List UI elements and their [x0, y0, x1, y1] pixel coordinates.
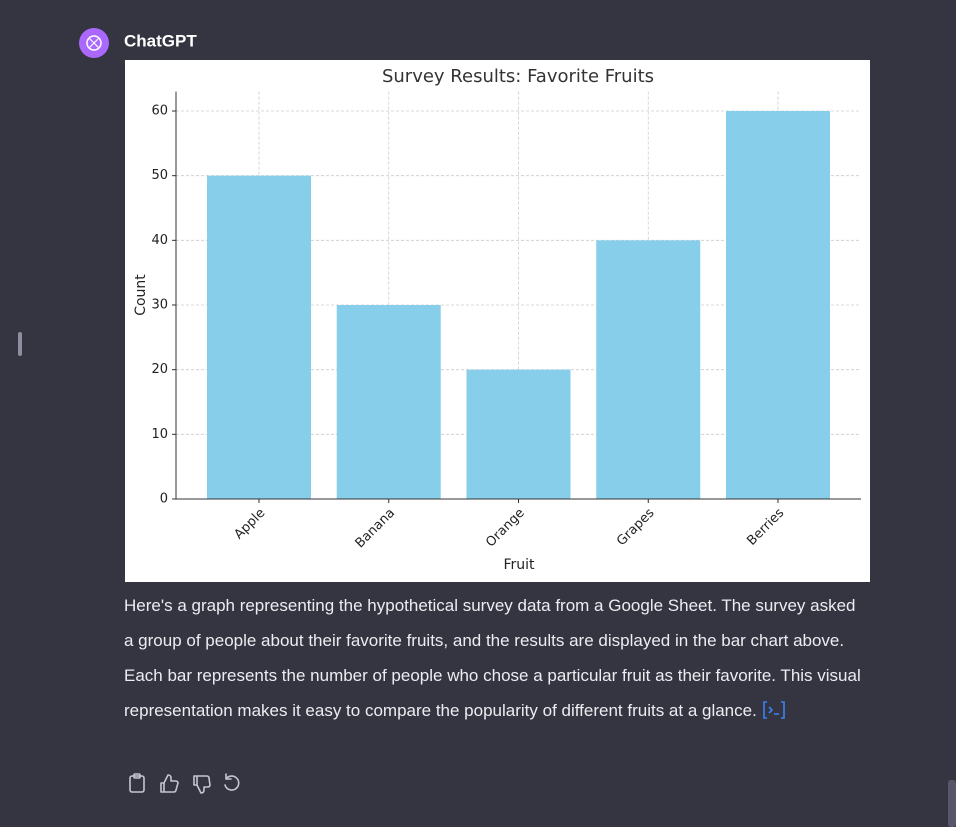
sender-name: ChatGPT — [124, 31, 197, 50]
avatar-logo — [86, 35, 102, 51]
bar — [596, 240, 701, 500]
sidebar-handle[interactable] — [18, 332, 22, 356]
regenerate-button[interactable] — [224, 773, 240, 791]
action-icons — [129, 773, 240, 794]
scrollbar[interactable] — [948, 780, 956, 827]
y-tick-label: 60 — [151, 104, 168, 119]
y-tick-label: 0 — [160, 492, 168, 507]
bar — [726, 111, 830, 499]
thumbs-up-button[interactable] — [160, 774, 179, 793]
y-axis-label: Count — [133, 274, 149, 316]
copy-button[interactable] — [129, 773, 145, 793]
code-interpreter-link[interactable] — [762, 700, 786, 720]
message-body: Here's a graph representing the hypothet… — [124, 596, 861, 720]
thumbs-down-button[interactable] — [193, 775, 211, 794]
x-axis-label: Fruit — [503, 557, 535, 573]
y-tick-label: 10 — [151, 427, 168, 442]
y-tick-label: 30 — [151, 298, 168, 313]
bar — [207, 175, 311, 499]
y-tick-label: 40 — [151, 233, 168, 248]
message-text: Here's a graph representing the hypothet… — [124, 588, 869, 728]
bar — [336, 305, 441, 499]
y-tick-label: 20 — [151, 362, 168, 377]
bar — [466, 369, 571, 499]
y-tick-label: 50 — [151, 168, 168, 183]
chart-title: Survey Results: Favorite Fruits — [382, 66, 654, 87]
